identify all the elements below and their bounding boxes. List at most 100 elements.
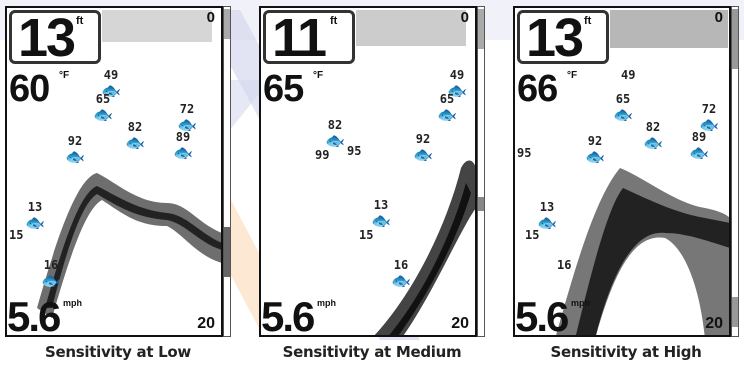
- fish-depth: 16: [393, 258, 409, 272]
- depth-scale-bar: [223, 6, 231, 337]
- depth-value: 13: [526, 8, 584, 68]
- fish-id: 65 🐟: [93, 92, 113, 125]
- fish-icon: 🐟: [173, 145, 193, 162]
- fish-id: 49: [621, 69, 635, 81]
- fish-icon: 🐟: [643, 135, 663, 152]
- sonar-returns: [556, 10, 729, 335]
- caption-low: Sensitivity at Low: [45, 343, 191, 361]
- temp-unit: °F: [313, 70, 324, 81]
- speed-value: 5.6: [515, 293, 569, 337]
- caption-high: Sensitivity at High: [550, 343, 702, 361]
- fish-depth: 16: [43, 258, 59, 272]
- depth-readout: 13 ft: [9, 8, 101, 68]
- fish-id: 15: [359, 228, 374, 242]
- fish-depth: 95: [347, 144, 362, 158]
- sonar-screen: 11 ft 65 °F 0 20 5.6 mph 49 🐟 65 🐟 82 🐟 92 🐟…: [259, 6, 477, 337]
- fish-depth: 92: [587, 134, 603, 148]
- fish-icon: 🐟: [613, 107, 633, 124]
- fish-depth: 65: [615, 92, 631, 106]
- fish-depth: 82: [645, 120, 661, 134]
- fish-depth: 92: [415, 132, 431, 146]
- fish-icon: 🐟: [391, 273, 411, 290]
- depth-unit: ft: [584, 15, 592, 27]
- depth-scale-bar: [477, 6, 485, 337]
- depth-scale-bottom: 20: [451, 315, 469, 332]
- fish-icon: 🐟: [65, 149, 85, 166]
- fish-id: 99: [315, 149, 329, 161]
- fish-id: 95: [347, 144, 362, 158]
- depth-readout: 13 ft: [517, 8, 609, 68]
- sonar-screen: 13 ft 66 °F 0 20 5.6 mph 49 65 🐟 72 🐟 82 🐟 …: [513, 6, 731, 337]
- fish-icon: 🐟: [25, 215, 45, 232]
- depth-readout: 11 ft: [263, 8, 355, 68]
- sonar-panel-medium: 11 ft 65 °F 0 20 5.6 mph 49 🐟 65 🐟 82 🐟 92 🐟…: [259, 6, 485, 337]
- fish-id: 15: [9, 229, 23, 241]
- fish-id: 13 🐟: [25, 200, 45, 233]
- speed-value: 5.6: [261, 293, 315, 337]
- fish-depth: 82: [327, 118, 343, 132]
- sonar-returns: [356, 10, 475, 335]
- depth-value: 13: [18, 8, 76, 68]
- fish-id: 92 🐟: [585, 134, 605, 167]
- fish-icon: 🐟: [93, 107, 113, 124]
- caption-medium: Sensitivity at Medium: [282, 343, 462, 361]
- fish-id: 16: [557, 258, 572, 272]
- fish-depth: 72: [179, 102, 195, 116]
- fish-depth: 65: [95, 92, 111, 106]
- water-temp: 65: [263, 68, 304, 110]
- fish-depth: 89: [175, 130, 191, 144]
- depth-unit: ft: [330, 15, 338, 27]
- fish-icon: 🐟: [447, 83, 467, 100]
- depth-scale-top: 0: [206, 9, 215, 26]
- fish-id: 95: [517, 146, 532, 160]
- fish-depth: 15: [359, 228, 374, 242]
- sonar-screen: 13 ft 60 °F 0 20 5.6 mph 49 🐟 65 🐟 72 🐟 82 🐟…: [5, 6, 223, 337]
- depth-scale-top: 0: [460, 9, 469, 26]
- water-temp: 66: [517, 68, 558, 110]
- fish-id: 92 🐟: [413, 132, 433, 165]
- fish-depth: 13: [373, 198, 389, 212]
- depth-scale-bottom: 20: [197, 315, 215, 332]
- depth-scale-bottom: 20: [705, 315, 723, 332]
- fish-id: 65 🐟: [437, 93, 457, 125]
- fish-icon: 🐟: [437, 107, 457, 124]
- depth-scale-bar: [731, 6, 739, 337]
- fish-icon: 🐟: [537, 215, 557, 232]
- fish-id: 82 🐟: [643, 120, 663, 153]
- fish-icon: 🐟: [41, 273, 61, 290]
- fish-icon: 🐟: [371, 213, 391, 230]
- fish-depth: 13: [27, 200, 43, 214]
- fish-id: 16 🐟: [391, 258, 411, 291]
- fish-depth: 49: [449, 68, 465, 82]
- water-temp: 60: [9, 68, 50, 110]
- speed-unit: mph: [571, 298, 590, 308]
- speed-unit: mph: [317, 298, 336, 308]
- fish-id: 82 🐟: [125, 121, 145, 153]
- fish-icon: 🐟: [125, 135, 145, 152]
- depth-unit: ft: [76, 15, 84, 27]
- fish-depth: 95: [517, 146, 532, 160]
- fish-id: 92 🐟: [65, 134, 85, 167]
- fish-depth: 92: [67, 134, 83, 148]
- fish-depth: 49: [103, 68, 119, 82]
- fish-depth: 89: [691, 130, 707, 144]
- speed-value: 5.6: [7, 293, 61, 337]
- depth-scale-top: 0: [714, 9, 723, 26]
- fish-id: 65 🐟: [613, 92, 633, 125]
- sonar-panel-low: 13 ft 60 °F 0 20 5.6 mph 49 🐟 65 🐟 72 🐟 82 🐟…: [5, 6, 231, 337]
- fish-depth: 13: [539, 200, 555, 214]
- fish-icon: 🐟: [585, 149, 605, 166]
- fish-depth: 16: [557, 258, 572, 272]
- fish-id: 72 🐟: [699, 102, 719, 135]
- fish-id: 16 🐟: [41, 258, 61, 291]
- fish-depth: 15: [525, 228, 540, 242]
- sonar-returns: [37, 10, 221, 318]
- temp-unit: °F: [567, 70, 578, 81]
- fish-id: 82 🐟: [325, 118, 345, 151]
- fish-id: 89 🐟: [689, 130, 709, 163]
- speed-unit: mph: [63, 298, 82, 308]
- fish-depth: 72: [701, 102, 717, 116]
- fish-id: 89 🐟: [173, 130, 193, 163]
- fish-id: 13 🐟: [371, 198, 391, 231]
- fish-icon: 🐟: [413, 147, 433, 164]
